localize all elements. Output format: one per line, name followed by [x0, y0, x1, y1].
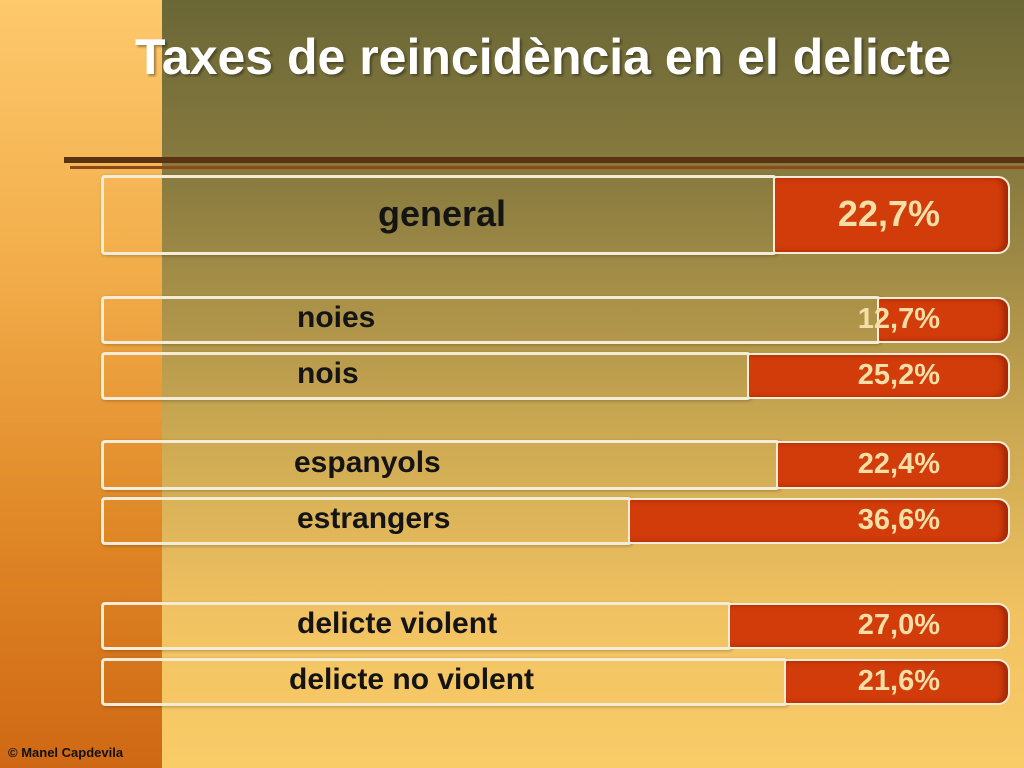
category-label: estrangers [297, 502, 451, 536]
copyright-credit: © Manel Capdevila [8, 745, 124, 760]
category-label: delicte violent [297, 607, 498, 641]
value-label: 25,2% [857, 358, 940, 391]
bar-track [101, 296, 882, 344]
category-label: delicte no violent [289, 663, 535, 697]
bar [746, 353, 1010, 399]
value-label: 22,7% [837, 193, 940, 235]
title-divider [64, 157, 1024, 163]
title-divider-thin [70, 166, 1024, 169]
bar [627, 498, 1010, 544]
left-panel [0, 0, 162, 768]
value-label: 12,7% [857, 302, 940, 335]
bar [877, 297, 1010, 343]
category-label: nois [297, 357, 359, 391]
value-label: 36,6% [857, 503, 940, 536]
category-label: espanyols [294, 446, 441, 480]
bar [727, 603, 1010, 649]
bar [772, 176, 1010, 254]
category-label: noies [297, 301, 376, 335]
category-label: general [378, 192, 507, 234]
chart-title: Taxes de reincidència en el delicte [135, 29, 952, 85]
value-label: 27,0% [857, 608, 940, 641]
value-label: 22,4% [857, 447, 940, 480]
value-label: 21,6% [857, 664, 940, 697]
bar [784, 659, 1010, 705]
bar [775, 441, 1010, 489]
bar-track [101, 352, 751, 400]
